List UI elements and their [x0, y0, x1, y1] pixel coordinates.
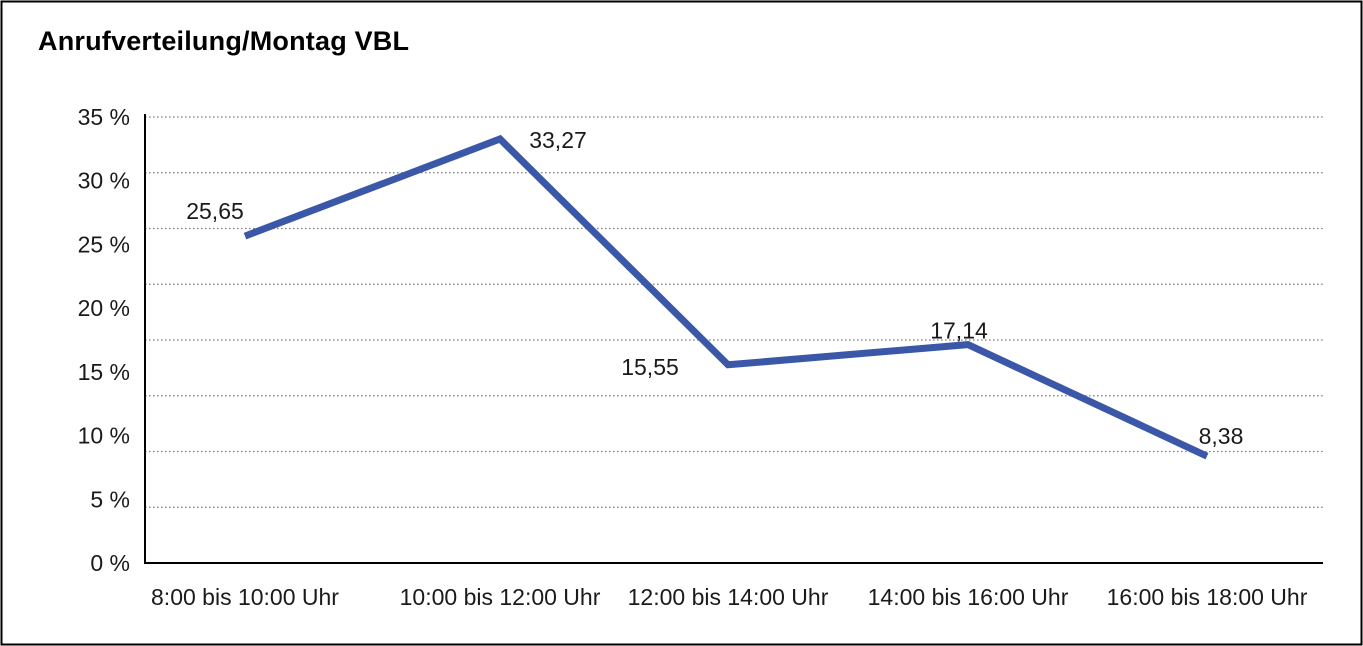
x-axis-tick-labels: 8:00 bis 10:00 Uhr 10:00 bis 12:00 Uhr 12:…: [151, 584, 1308, 610]
x-tick-label: 16:00 bis 18:00 Uhr: [1107, 584, 1308, 610]
x-tick-label: 14:00 bis 16:00 Uhr: [868, 584, 1069, 610]
data-point-label: 25,65: [186, 198, 244, 224]
y-tick-label: 35 %: [78, 104, 130, 130]
y-tick-label: 10 %: [78, 423, 130, 449]
data-point-label: 33,27: [529, 127, 587, 153]
data-point-label: 17,14: [930, 318, 988, 344]
data-line: [243, 134, 1209, 460]
x-tick-label: 8:00 bis 10:00 Uhr: [151, 584, 339, 610]
y-tick-label: 15 %: [78, 359, 130, 385]
y-tick-label: 20 %: [78, 295, 130, 321]
y-tick-label: 0 %: [90, 550, 130, 576]
y-tick-label: 5 %: [90, 486, 130, 512]
y-tick-label: 30 %: [78, 168, 130, 194]
chart-title: Anrufverteilung/Montag VBL: [38, 26, 410, 56]
y-tick-label: 25 %: [78, 231, 130, 257]
data-point-label: 8,38: [1199, 423, 1244, 449]
x-tick-label: 10:00 bis 12:00 Uhr: [400, 584, 601, 610]
axes: [144, 114, 1323, 564]
y-axis-tick-labels: 35 % 30 % 25 % 20 % 15 % 10 % 5 % 0 %: [78, 104, 130, 576]
data-point-labels: 25,65 33,27 15,55 17,14 8,38: [186, 127, 1243, 449]
x-tick-label: 12:00 bis 14:00 Uhr: [628, 584, 829, 610]
data-point-label: 15,55: [621, 354, 679, 380]
gridlines: [145, 116, 1323, 508]
